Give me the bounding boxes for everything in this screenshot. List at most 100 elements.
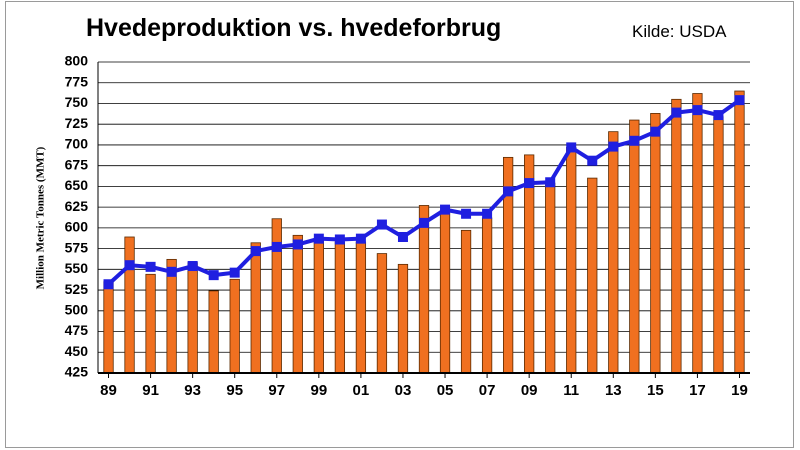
consumption-point: [334, 234, 345, 245]
production-bar: [145, 273, 156, 374]
production-bar: [650, 113, 661, 374]
production-bar: [481, 217, 493, 374]
production-bar: [292, 234, 303, 374]
consumption-point: [545, 177, 556, 188]
consumption-point: [145, 261, 156, 272]
consumption-point: [355, 233, 366, 244]
x-tick-label: 95: [226, 382, 243, 399]
production-bar: [271, 218, 282, 374]
y-axis-label: Million Metric Tonnes (MMT): [35, 146, 47, 289]
y-tick-label: 450: [65, 343, 89, 359]
x-tick-label: 19: [731, 382, 748, 399]
production-bar: [208, 290, 219, 374]
production-bar: [124, 236, 135, 374]
y-tick-label: 675: [65, 156, 89, 172]
production-bar: [692, 93, 703, 374]
y-tick-labels: 425 450 475 500 525 550 575 600 625 650 675 700 725 7…: [65, 53, 89, 380]
y-tick-label: 750: [65, 94, 89, 110]
y-tick-label: 725: [65, 115, 89, 131]
production-bar: [418, 205, 430, 374]
consumption-point: [566, 142, 577, 153]
production-bar: [334, 241, 346, 374]
consumption-point: [734, 95, 745, 106]
y-tick-label: 650: [65, 177, 89, 193]
consumption-point: [376, 219, 387, 230]
consumption-line: [103, 95, 745, 290]
x-tick-label: 01: [353, 382, 370, 399]
production-bar: [587, 177, 598, 374]
consumption-point: [671, 107, 682, 118]
production-bar: [608, 131, 619, 374]
consumption-point: [692, 105, 703, 116]
production-bar: [734, 90, 745, 374]
y-tick-label: 550: [65, 260, 89, 276]
consumption-point: [229, 267, 240, 278]
consumption-point: [103, 279, 114, 290]
consumption-point: [629, 135, 640, 146]
production-bar: [187, 262, 198, 374]
x-tick-label: 09: [521, 382, 538, 399]
x-tick-label: 07: [479, 382, 496, 399]
production-bar: [229, 278, 240, 374]
consumption-point: [292, 239, 303, 250]
x-tick-label: 15: [647, 382, 664, 399]
consumption-point: [713, 110, 724, 121]
x-tick-label: 13: [605, 382, 622, 399]
y-tick-label: 575: [65, 239, 89, 255]
production-bar: [397, 263, 409, 374]
x-tick-label: 11: [563, 382, 579, 399]
production-bar: [313, 239, 324, 374]
production-bar: [103, 281, 114, 374]
consumption-point: [461, 208, 472, 219]
production-bar: [671, 98, 682, 374]
y-tick-label: 500: [65, 302, 89, 318]
production-bar: [545, 182, 556, 374]
production-bar: [713, 116, 724, 374]
production-bar: [250, 242, 261, 374]
consumption-point: [313, 233, 324, 244]
consumption-point: [482, 208, 493, 219]
y-tick-label: 475: [65, 322, 89, 338]
source-label: Kilde: USDA: [632, 22, 727, 41]
consumption-point: [250, 246, 261, 257]
x-tick-label: 03: [395, 382, 412, 399]
y-tick-label: 525: [65, 281, 89, 297]
consumption-point: [650, 126, 661, 137]
y-tick-label: 775: [65, 73, 89, 89]
x-tick-label: 89: [100, 382, 117, 399]
production-bar: [376, 253, 388, 374]
y-tick-label: 625: [65, 198, 89, 214]
production-bar: [355, 241, 367, 374]
consumption-point: [271, 241, 282, 252]
x-tick-label: 17: [689, 382, 706, 399]
chart-title: Hvedeproduktion vs. hvedeforbrug: [86, 14, 502, 42]
x-tick-label: 93: [184, 382, 201, 399]
x-tick-label: 97: [268, 382, 285, 399]
production-bars: [103, 90, 745, 374]
consumption-point: [166, 266, 177, 277]
consumption-point: [524, 178, 535, 189]
production-bar: [460, 229, 472, 374]
consumption-point: [419, 217, 429, 228]
consumption-point: [124, 260, 135, 271]
consumption-point: [187, 261, 198, 272]
x-tick-label: 05: [437, 382, 454, 399]
y-tick-label: 425: [65, 364, 89, 380]
consumption-point: [608, 141, 619, 152]
production-bar: [566, 147, 577, 374]
x-tick-labels: 89 91 93 95 97 99 01 03 05 07 09 11 13 15 17 19: [100, 373, 748, 399]
x-tick-label: 99: [310, 382, 327, 399]
y-tick-label: 800: [65, 53, 89, 69]
consumption-point: [503, 186, 514, 197]
axes: [97, 62, 750, 374]
consumption-point: [440, 204, 451, 215]
consumption-point: [208, 270, 219, 281]
production-bar: [439, 210, 451, 374]
consumption-point: [397, 231, 408, 242]
production-bar: [629, 119, 640, 374]
x-tick-label: 91: [142, 382, 159, 399]
y-tick-label: 700: [65, 136, 89, 152]
consumption-point: [587, 155, 598, 166]
y-tick-label: 600: [65, 219, 89, 235]
